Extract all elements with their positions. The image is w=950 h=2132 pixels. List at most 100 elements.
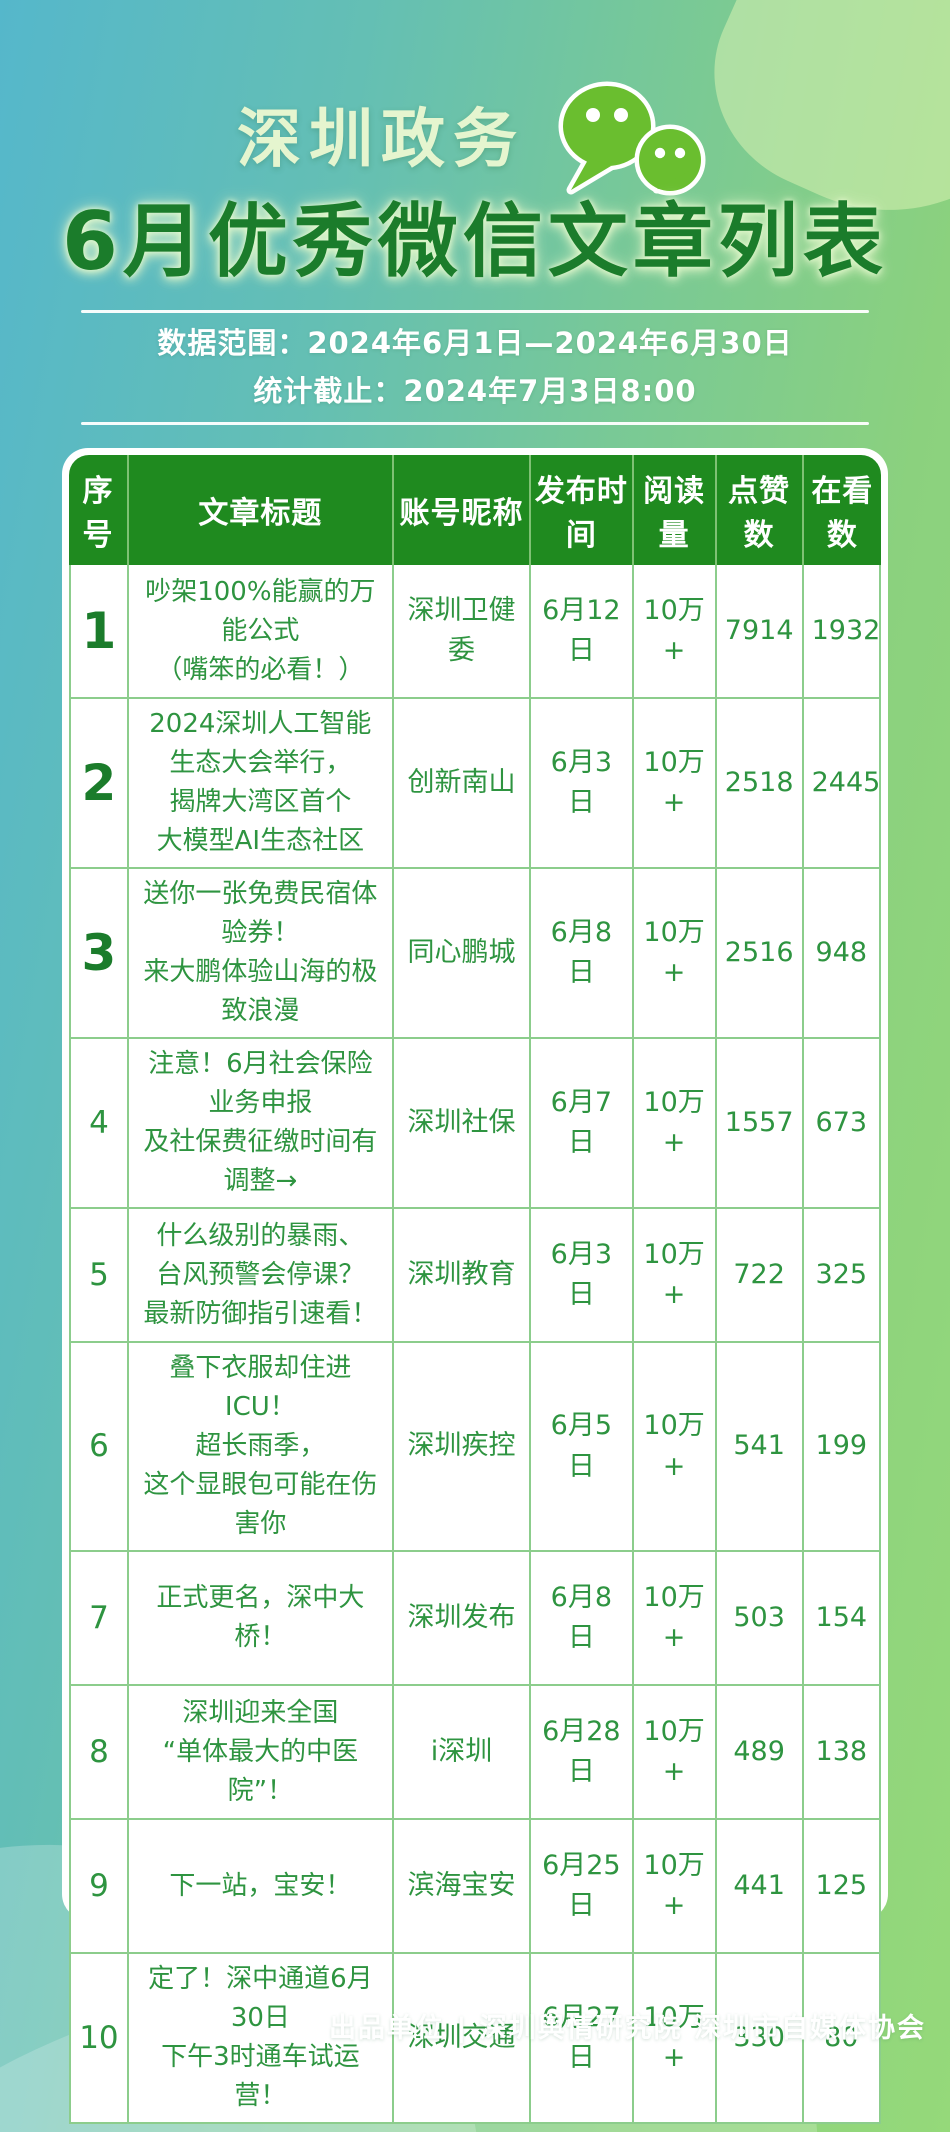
header: 深圳政务 <box>0 78 950 202</box>
cell-title: 什么级别的暴雨、 台风预警会停课？ 最新防御指引速看！ <box>128 1209 394 1343</box>
column-header-date: 发布时间 <box>531 455 634 565</box>
cell-title: 下一站，宝安！ <box>128 1820 394 1954</box>
cell-reads: 10万+ <box>633 699 717 869</box>
cell-account: 创新南山 <box>393 699 532 869</box>
cell-wows: 673 <box>803 1039 881 1209</box>
page-title: 6月优秀微信文章列表 <box>62 195 888 288</box>
cell-date: 6月8日 <box>531 869 634 1039</box>
cell-date: 6月7日 <box>531 1039 634 1209</box>
table-card: 序号 文章标题 账号昵称 发布时间 阅读量 点赞数 在看数 1 吵架100%能赢的万能公式 （… <box>62 448 888 2124</box>
table-row: 7 正式更名，深中大桥！ 深圳发布 6月8日 10万+ 503 154 <box>69 1552 881 1686</box>
meta-section: 数据范围：2024年6月1日—2024年6月30日 统计截止：2024年7月3日… <box>0 310 950 425</box>
cell-account: 深圳教育 <box>393 1209 532 1343</box>
cell-account: 深圳发布 <box>393 1552 532 1686</box>
cell-title: 2024深圳人工智能 生态大会举行， 揭牌大湾区首个 大模型AI生态社区 <box>128 699 394 869</box>
cell-wows: 325 <box>803 1209 881 1343</box>
cell-wows: 154 <box>803 1552 881 1686</box>
cell-title: 送你一张免费民宿体验券！ 来大鹏体验山海的极致浪漫 <box>128 869 394 1039</box>
table-row: 2 2024深圳人工智能 生态大会举行， 揭牌大湾区首个 大模型AI生态社区 创新南… <box>69 699 881 869</box>
cell-account: 深圳交通 <box>393 1954 532 2124</box>
divider-line-bottom <box>81 421 869 425</box>
cell-reads: 10万+ <box>633 1686 717 1820</box>
column-header-title: 文章标题 <box>128 455 394 565</box>
cell-rank: 8 <box>69 1686 129 1820</box>
cell-date: 6月3日 <box>531 699 634 869</box>
cell-reads: 10万+ <box>633 1039 717 1209</box>
cell-likes: 2516 <box>716 869 804 1039</box>
cell-reads: 10万+ <box>633 1209 717 1343</box>
table-row: 5 什么级别的暴雨、 台风预警会停课？ 最新防御指引速看！ 深圳教育 6月3日 10万+… <box>69 1209 881 1343</box>
cell-rank: 7 <box>69 1552 129 1686</box>
cell-title: 注意！6月社会保险业务申报 及社保费征缴时间有调整→ <box>128 1039 394 1209</box>
cell-rank: 5 <box>69 1209 129 1343</box>
cell-likes: 7914 <box>716 565 804 699</box>
cell-account: 深圳疾控 <box>393 1343 532 1552</box>
cell-account: 滨海宝安 <box>393 1820 532 1954</box>
cell-title: 正式更名，深中大桥！ <box>128 1552 394 1686</box>
table-row: 10 定了！深中通道6月30日 下午3时通车试运营！ 深圳交通 6月27日 10万+ 33… <box>69 1954 881 2124</box>
cell-likes: 2518 <box>716 699 804 869</box>
cell-reads: 10万+ <box>633 869 717 1039</box>
cell-account: i深圳 <box>393 1686 532 1820</box>
divider-line-top <box>81 310 869 313</box>
cell-title: 定了！深中通道6月30日 下午3时通车试运营！ <box>128 1954 394 2124</box>
cell-likes: 722 <box>716 1209 804 1343</box>
table-row: 6 叠下衣服却住进ICU！ 超长雨季， 这个显眼包可能在伤害你 深圳疾控 6月5日 10… <box>69 1343 881 1552</box>
cell-likes: 503 <box>716 1552 804 1686</box>
cell-likes: 489 <box>716 1686 804 1820</box>
wechat-icon <box>558 81 706 196</box>
cell-rank: 9 <box>69 1820 129 1954</box>
table-row: 9 下一站，宝安！ 滨海宝安 6月25日 10万+ 441 125 <box>69 1820 881 1954</box>
cell-reads: 10万+ <box>633 1552 717 1686</box>
table-row: 3 送你一张免费民宿体验券！ 来大鹏体验山海的极致浪漫 同心鹏城 6月8日 10万+ 25… <box>69 869 881 1039</box>
cell-date: 6月12日 <box>531 565 634 699</box>
cell-likes: 330 <box>716 1954 804 2124</box>
cell-account: 深圳卫健委 <box>393 565 532 699</box>
column-header-account: 账号昵称 <box>393 455 532 565</box>
cell-wows: 199 <box>803 1343 881 1552</box>
cell-rank: 3 <box>69 869 129 1039</box>
cell-wows: 125 <box>803 1820 881 1954</box>
cell-date: 6月28日 <box>531 1686 634 1820</box>
cell-likes: 441 <box>716 1820 804 1954</box>
cell-date: 6月27日 <box>531 1954 634 2124</box>
column-header-likes: 点赞数 <box>716 455 804 565</box>
cell-rank: 1 <box>69 565 129 699</box>
cell-wows: 948 <box>803 869 881 1039</box>
stats-cutoff-text: 统计截止：2024年7月3日8:00 <box>253 373 697 408</box>
cell-rank: 4 <box>69 1039 129 1209</box>
cell-rank: 6 <box>69 1343 129 1552</box>
cell-title: 深圳迎来全国 “单体最大的中医院”！ <box>128 1686 394 1820</box>
footer-credit: 出品单位 | 深圳舆情研究院 深圳市自媒体协会 <box>328 2013 926 2044</box>
cell-title: 叠下衣服却住进ICU！ 超长雨季， 这个显眼包可能在伤害你 <box>128 1343 394 1552</box>
column-header-wows: 在看数 <box>803 455 881 565</box>
table-row: 4 注意！6月社会保险业务申报 及社保费征缴时间有调整→ 深圳社保 6月7日 10万+ 1… <box>69 1039 881 1209</box>
column-header-rank: 序号 <box>69 455 129 565</box>
table-row: 8 深圳迎来全国 “单体最大的中医院”！ i深圳 6月28日 10万+ 489 138 <box>69 1686 881 1820</box>
cell-reads: 10万+ <box>633 1954 717 2124</box>
articles-table: 序号 文章标题 账号昵称 发布时间 阅读量 点赞数 在看数 1 吵架100%能赢的万能公式 （… <box>69 455 881 2124</box>
cell-reads: 10万+ <box>633 1820 717 1954</box>
cell-date: 6月3日 <box>531 1209 634 1343</box>
cell-date: 6月5日 <box>531 1343 634 1552</box>
cell-date: 6月8日 <box>531 1552 634 1686</box>
cell-wows: 138 <box>803 1686 881 1820</box>
cell-account: 同心鹏城 <box>393 869 532 1039</box>
cell-wows: 2445 <box>803 699 881 869</box>
table-header-row: 序号 文章标题 账号昵称 发布时间 阅读量 点赞数 在看数 <box>69 455 881 565</box>
cell-likes: 541 <box>716 1343 804 1552</box>
cell-wows: 1932 <box>803 565 881 699</box>
cell-title: 吵架100%能赢的万能公式 （嘴笨的必看！） <box>128 565 394 699</box>
cell-wows: 80 <box>803 1954 881 2124</box>
cell-rank: 2 <box>69 699 129 869</box>
column-header-reads: 阅读量 <box>633 455 717 565</box>
cell-date: 6月25日 <box>531 1820 634 1954</box>
cell-likes: 1557 <box>716 1039 804 1209</box>
table-row: 1 吵架100%能赢的万能公式 （嘴笨的必看！） 深圳卫健委 6月12日 10万+ 791… <box>69 565 881 699</box>
cell-reads: 10万+ <box>633 565 717 699</box>
brand-title: 深圳政务 <box>237 103 525 177</box>
cell-rank: 10 <box>69 1954 129 2124</box>
cell-reads: 10万+ <box>633 1343 717 1552</box>
data-range-text: 数据范围：2024年6月1日—2024年6月30日 <box>157 326 793 360</box>
